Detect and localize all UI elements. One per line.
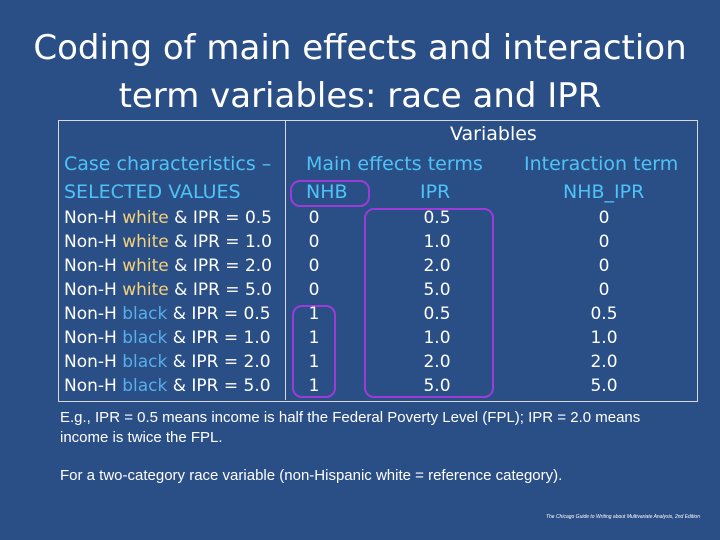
cell-ipr: 5.0 xyxy=(423,376,451,396)
variables-header: Variables xyxy=(450,123,537,145)
title-line-2: term variables: race and IPR xyxy=(118,76,602,116)
row-label-suffix: & IPR = 5.0 xyxy=(168,280,272,300)
cell-nhb: 0 xyxy=(308,208,320,228)
source-footer: The Chicago Guide to Writing about Multi… xyxy=(545,514,700,520)
row-label: Non-H white & IPR = 1.0 xyxy=(64,230,272,254)
cell-nhb: 0 xyxy=(308,280,320,300)
cell-ipr: 1.0 xyxy=(423,232,451,252)
cell-nhb-ipr: 0.5 xyxy=(590,304,618,324)
nhb-black-values-highlight xyxy=(292,305,336,398)
row-label-race: white xyxy=(122,208,169,228)
row-label-race: white xyxy=(122,280,169,300)
cell-ipr: 2.0 xyxy=(423,352,451,372)
coding-table xyxy=(58,120,698,402)
row-label: Non-H black & IPR = 1.0 xyxy=(64,326,271,350)
row-label: Non-H white & IPR = 0.5 xyxy=(64,206,272,230)
interaction-header: Interaction term xyxy=(524,153,679,175)
col-header-nhb-ipr: NHB_IPR xyxy=(563,181,645,203)
cell-nhb-ipr: 1.0 xyxy=(590,328,618,348)
cell-nhb: 1 xyxy=(308,328,320,348)
row-label-prefix: Non-H xyxy=(64,232,123,252)
row-label-race: black xyxy=(122,376,168,396)
row-label: Non-H black & IPR = 0.5 xyxy=(64,302,271,326)
row-label-suffix: & IPR = 5.0 xyxy=(167,376,271,396)
row-label-suffix: & IPR = 2.0 xyxy=(167,352,271,372)
note-reference-category: For a two-category race variable (non-Hi… xyxy=(60,467,563,484)
cell-ipr: 0.5 xyxy=(423,208,451,228)
slide-title: Coding of main effects and interaction t… xyxy=(20,24,700,120)
row-label: Non-H black & IPR = 5.0 xyxy=(64,374,271,398)
row-label-prefix: Non-H xyxy=(64,256,123,276)
row-label-race: white xyxy=(122,232,169,252)
row-label-race: black xyxy=(122,304,168,324)
row-label: Non-H black & IPR = 2.0 xyxy=(64,350,271,374)
cell-nhb-ipr: 5.0 xyxy=(590,376,618,396)
note-ipr-explanation: E.g., IPR = 0.5 means income is half the… xyxy=(60,409,641,446)
row-label-suffix: & IPR = 0.5 xyxy=(167,304,271,324)
col-header-ipr: IPR xyxy=(420,181,451,203)
cell-nhb: 0 xyxy=(308,232,320,252)
row-label-prefix: Non-H xyxy=(64,280,123,300)
cell-nhb-ipr: 0 xyxy=(598,280,610,300)
col-header-nhb: NHB xyxy=(306,181,348,203)
cell-ipr: 1.0 xyxy=(423,328,451,348)
row-label-suffix: & IPR = 1.0 xyxy=(167,328,271,348)
row-label: Non-H white & IPR = 5.0 xyxy=(64,278,272,302)
ipr-values-highlight xyxy=(364,208,494,398)
row-label-suffix: & IPR = 0.5 xyxy=(168,208,272,228)
row-label-prefix: Non-H xyxy=(64,328,123,348)
nhb-header-highlight xyxy=(290,180,370,207)
cell-ipr: 2.0 xyxy=(423,256,451,276)
case-header-line2: SELECTED VALUES xyxy=(64,181,241,203)
cell-nhb: 1 xyxy=(308,352,320,372)
cell-nhb-ipr: 0 xyxy=(598,208,610,228)
row-label-suffix: & IPR = 2.0 xyxy=(168,256,272,276)
title-line-1: Coding of main effects and interaction xyxy=(33,28,687,68)
row-label-prefix: Non-H xyxy=(64,304,123,324)
case-header-line1: Case characteristics – xyxy=(64,153,272,175)
cell-nhb-ipr: 2.0 xyxy=(590,352,618,372)
row-label-suffix: & IPR = 1.0 xyxy=(168,232,272,252)
row-label-prefix: Non-H xyxy=(64,208,123,228)
cell-nhb: 1 xyxy=(308,304,320,324)
cell-nhb: 1 xyxy=(308,376,320,396)
row-label-race: black xyxy=(122,352,168,372)
column-divider xyxy=(285,120,286,400)
row-label-race: white xyxy=(122,256,169,276)
row-label-race: black xyxy=(122,328,168,348)
row-label-prefix: Non-H xyxy=(64,352,123,372)
cell-nhb-ipr: 0 xyxy=(598,232,610,252)
cell-nhb: 0 xyxy=(308,256,320,276)
cell-ipr: 5.0 xyxy=(423,280,451,300)
main-effects-header: Main effects terms xyxy=(306,153,483,175)
cell-nhb-ipr: 0 xyxy=(598,256,610,276)
row-label-prefix: Non-H xyxy=(64,376,123,396)
row-label: Non-H white & IPR = 2.0 xyxy=(64,254,272,278)
cell-ipr: 0.5 xyxy=(423,304,451,324)
